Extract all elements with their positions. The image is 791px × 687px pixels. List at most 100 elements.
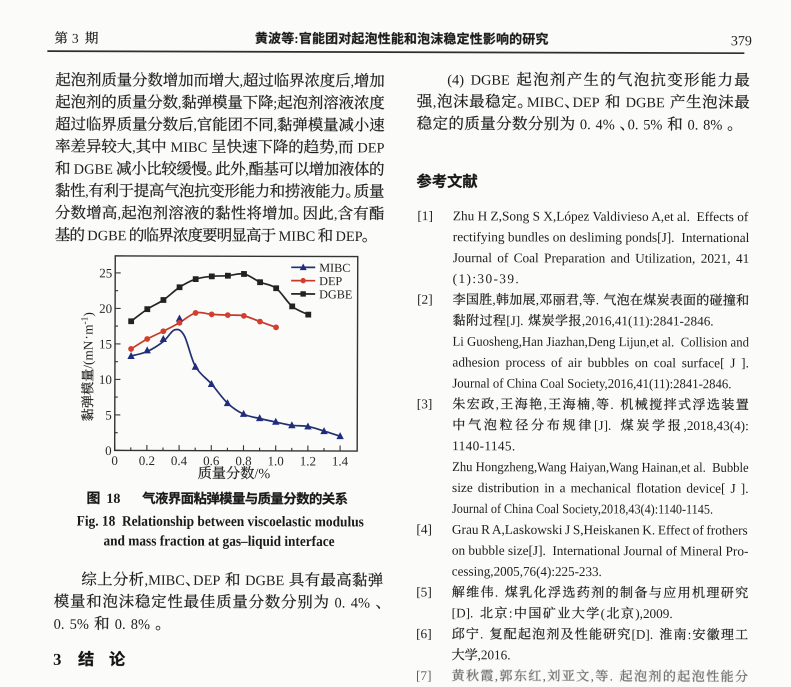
svg-text:[J].: [J]. xyxy=(506,313,523,328)
svg-text:cessing,2005,76(4):225-233.: cessing,2005,76(4):225-233. xyxy=(452,564,602,579)
svg-text:[2]: [2] xyxy=(417,292,433,307)
svg-text:0.: 0. xyxy=(580,117,591,133)
svg-text:): ) xyxy=(81,312,96,316)
svg-text:[J].: [J]. xyxy=(594,418,611,433)
svg-text:,: , xyxy=(132,140,136,156)
svg-text:,: , xyxy=(240,74,244,90)
svg-text:[D].: [D]. xyxy=(452,605,474,620)
svg-text:DGBE: DGBE xyxy=(626,95,665,111)
svg-text:DEP: DEP xyxy=(335,229,362,245)
svg-text:,: , xyxy=(543,668,546,683)
svg-text:MIBC: MIBC xyxy=(319,261,350,275)
svg-text:size distribution in a mechani: size distribution in a mechanical flotat… xyxy=(452,480,749,496)
svg-text:1140-1145.: 1140-1145. xyxy=(452,438,515,453)
svg-text:[7]: [7] xyxy=(416,668,432,683)
svg-text:0.6: 0.6 xyxy=(203,453,220,468)
svg-text:1.4: 1.4 xyxy=(332,454,349,469)
svg-text:,: , xyxy=(274,118,278,134)
svg-text:Journal of Coal Preparation an: Journal of Coal Preparation and Utilizat… xyxy=(453,250,750,266)
svg-text:,: , xyxy=(350,74,354,90)
svg-text:18: 18 xyxy=(106,492,120,507)
svg-text:rectifying bundles on deslimin: rectifying bundles on desliming ponds[J]… xyxy=(453,229,750,245)
svg-text:DEP: DEP xyxy=(319,274,342,288)
svg-text::: : xyxy=(509,606,513,621)
svg-text:25: 25 xyxy=(99,265,112,280)
svg-text:MIBC: MIBC xyxy=(278,229,315,245)
svg-text:0.: 0. xyxy=(628,117,639,133)
svg-text:,: , xyxy=(334,207,338,223)
svg-text:[D].: [D]. xyxy=(632,627,654,642)
svg-text:0.2: 0.2 xyxy=(139,453,155,468)
svg-text:,2018,43(4):: ,2018,43(4): xyxy=(684,418,749,433)
svg-text:4%: 4% xyxy=(596,117,615,133)
svg-text:DEP: DEP xyxy=(193,573,220,589)
svg-text:0.: 0. xyxy=(115,617,126,633)
svg-text:[1]: [1] xyxy=(417,208,433,223)
svg-text:,: , xyxy=(245,162,249,178)
svg-text:DEP: DEP xyxy=(572,95,599,111)
svg-text:.: . xyxy=(610,397,613,412)
svg-text:.: . xyxy=(480,626,483,641)
svg-text:,: , xyxy=(334,140,338,156)
svg-text:,: , xyxy=(85,184,89,200)
svg-text:Zhu Hongzheng,Wang Haiyan,Wang: Zhu Hongzheng,Wang Haiyan,Wang Hainan,et… xyxy=(452,459,749,475)
svg-text:15: 15 xyxy=(99,336,112,351)
svg-text:MIBC: MIBC xyxy=(170,140,207,156)
svg-text:DGBE: DGBE xyxy=(87,228,126,244)
svg-text:-1: -1 xyxy=(81,316,91,324)
svg-text:5%: 5% xyxy=(70,617,89,633)
svg-text:Journal of China Coal Society,: Journal of China Coal Society,2018,43(4)… xyxy=(452,501,713,517)
svg-text:m: m xyxy=(81,324,96,335)
svg-text:10: 10 xyxy=(99,372,112,387)
svg-text:DGBE: DGBE xyxy=(74,162,113,178)
svg-text:0.: 0. xyxy=(688,117,699,133)
svg-text:0: 0 xyxy=(105,443,112,458)
svg-text::: : xyxy=(294,31,298,46)
svg-text:[5]: [5] xyxy=(416,584,432,599)
svg-text:Grau R A,Laskowski J S,Heiskan: Grau R A,Laskowski J S,Heiskanen K. Effe… xyxy=(452,522,748,538)
svg-text:0.4: 0.4 xyxy=(171,453,188,468)
svg-text:,: , xyxy=(579,292,582,307)
svg-text:,2016,41(11):2841-2846.: ,2016,41(11):2841-2846. xyxy=(582,313,714,328)
svg-text:,: , xyxy=(543,397,546,412)
svg-text:Journal of China Coal Society,: Journal of China Coal Society,2016,41(11… xyxy=(452,375,731,391)
svg-text:,: , xyxy=(193,118,197,134)
svg-text:Fig. 18 Relationship between: Fig. 18 Relationship between viscoelasti… xyxy=(77,514,365,531)
svg-text::: : xyxy=(688,627,692,642)
svg-text:,: , xyxy=(496,397,499,412)
svg-text:1.0: 1.0 xyxy=(268,453,284,468)
svg-text:(4): (4) xyxy=(447,73,464,89)
svg-text:[3]: [3] xyxy=(417,396,433,411)
svg-text:DGBE: DGBE xyxy=(471,73,510,89)
svg-text:.: . xyxy=(610,669,613,684)
svg-text:1.2: 1.2 xyxy=(300,453,316,468)
svg-text:·: · xyxy=(79,335,94,339)
svg-text:),2009.: ),2009. xyxy=(635,606,672,621)
svg-text:,: , xyxy=(591,397,594,412)
svg-text:DGBE: DGBE xyxy=(245,573,284,589)
svg-text:,MIBC: ,MIBC xyxy=(144,573,184,589)
svg-text:and mass fraction at gas–liqui: and mass fraction at gas–liquid interfac… xyxy=(103,533,335,550)
svg-text:0.: 0. xyxy=(335,595,346,611)
svg-text:,: , xyxy=(536,292,539,307)
svg-text:/%: /% xyxy=(254,466,270,482)
svg-text:,: , xyxy=(492,292,495,307)
svg-text:DGBE: DGBE xyxy=(319,287,352,301)
svg-text:(: ( xyxy=(601,606,605,621)
svg-text:adhesion process of air bubble: adhesion process of air bubbles on coal … xyxy=(452,355,749,371)
svg-text:3: 3 xyxy=(53,650,61,669)
svg-text:Zhu H Z,Song S X,López Valdivi: Zhu H Z,Song S X,López Valdivieso A,et a… xyxy=(453,208,749,224)
svg-text:8%: 8% xyxy=(131,617,150,633)
svg-text:0.8: 0.8 xyxy=(235,453,251,468)
svg-text:MIBC: MIBC xyxy=(527,95,564,111)
svg-text:,: , xyxy=(591,668,594,683)
svg-text:DEP: DEP xyxy=(357,140,384,156)
svg-text:,: , xyxy=(495,668,498,683)
svg-text:5%: 5% xyxy=(643,117,662,133)
svg-text:.: . xyxy=(495,585,498,600)
svg-text:[4]: [4] xyxy=(416,522,432,537)
svg-text:.: . xyxy=(596,292,599,307)
svg-text:0: 0 xyxy=(111,453,118,468)
svg-text:,2016.: ,2016. xyxy=(478,647,511,662)
svg-text:3: 3 xyxy=(72,31,79,46)
